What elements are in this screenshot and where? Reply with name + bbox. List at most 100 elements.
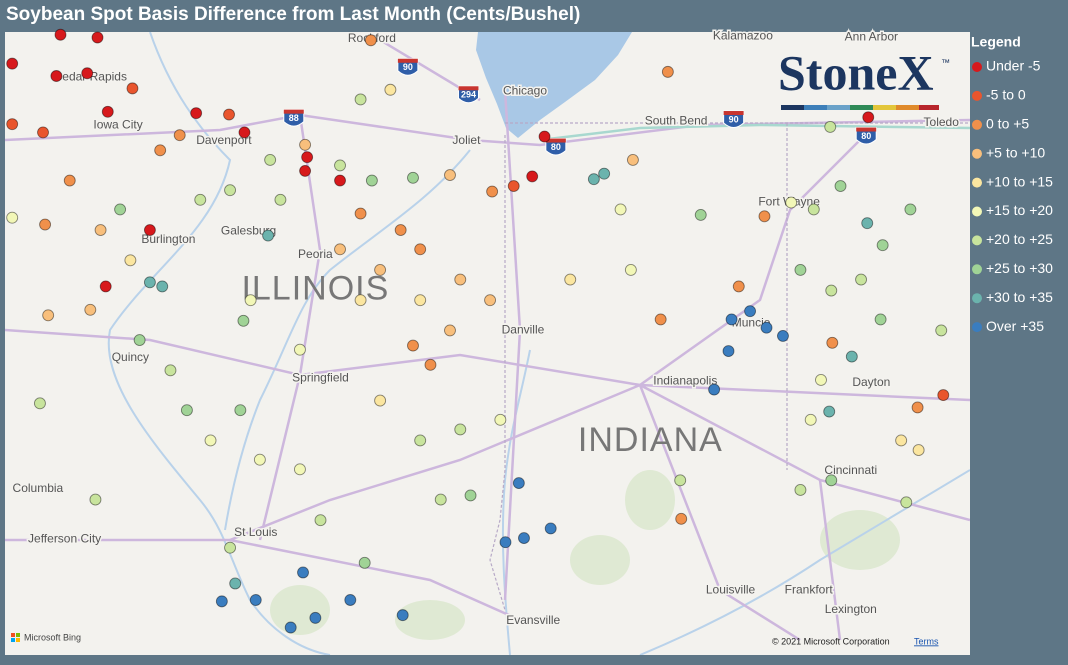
basis-point[interactable] xyxy=(63,174,76,187)
basis-point[interactable] xyxy=(124,254,137,267)
basis-point[interactable] xyxy=(624,263,637,276)
legend-label[interactable]: +15 to +20 xyxy=(986,202,1053,218)
basis-point[interactable] xyxy=(89,493,102,506)
basis-point[interactable] xyxy=(444,324,456,337)
basis-point[interactable] xyxy=(900,496,913,509)
basis-point[interactable] xyxy=(101,105,114,118)
legend-label[interactable]: +20 to +25 xyxy=(986,231,1053,247)
basis-point[interactable] xyxy=(6,211,19,224)
basis-point[interactable] xyxy=(804,413,817,426)
basis-point[interactable] xyxy=(143,224,156,236)
basis-point[interactable] xyxy=(834,180,847,192)
basis-point[interactable] xyxy=(374,394,387,407)
basis-point[interactable] xyxy=(744,305,757,318)
basis-point[interactable] xyxy=(912,444,925,457)
basis-point[interactable] xyxy=(94,224,107,236)
basis-point[interactable] xyxy=(143,276,156,289)
basis-point[interactable] xyxy=(414,294,427,307)
basis-point[interactable] xyxy=(354,207,367,220)
basis-point[interactable] xyxy=(334,243,346,256)
basis-point[interactable] xyxy=(358,556,371,569)
basis-point[interactable] xyxy=(486,185,499,198)
basis-point[interactable] xyxy=(229,577,242,590)
basis-point[interactable] xyxy=(807,203,820,216)
basis-point[interactable] xyxy=(284,621,297,634)
basis-point[interactable] xyxy=(512,477,525,490)
basis-point[interactable] xyxy=(876,239,889,252)
basis-point[interactable] xyxy=(424,358,437,371)
basis-point[interactable] xyxy=(238,126,251,139)
basis-point[interactable] xyxy=(484,294,497,307)
basis-point[interactable] xyxy=(215,595,228,608)
basis-point[interactable] xyxy=(50,70,63,82)
basis-point[interactable] xyxy=(374,263,387,276)
legend-label[interactable]: Under -5 xyxy=(986,58,1041,74)
basis-point[interactable] xyxy=(904,203,917,216)
basis-point[interactable] xyxy=(39,218,52,231)
basis-point[interactable] xyxy=(544,522,557,535)
basis-point[interactable] xyxy=(244,294,257,307)
basis-point[interactable] xyxy=(694,208,707,221)
basis-point[interactable] xyxy=(190,107,203,120)
map[interactable] xyxy=(5,32,970,655)
basis-point[interactable] xyxy=(598,167,611,180)
basis-point[interactable] xyxy=(526,170,539,183)
basis-point[interactable] xyxy=(675,512,688,525)
basis-point[interactable] xyxy=(732,280,745,293)
basis-point[interactable] xyxy=(935,324,948,337)
basis-point[interactable] xyxy=(164,364,177,377)
basis-point[interactable] xyxy=(42,309,55,322)
basis-point[interactable] xyxy=(895,434,908,447)
basis-point[interactable] xyxy=(414,243,427,256)
basis-point[interactable] xyxy=(6,57,19,70)
basis-point[interactable] xyxy=(794,263,807,276)
basis-point[interactable] xyxy=(862,111,875,124)
basis-point[interactable] xyxy=(454,273,467,286)
basis-point[interactable] xyxy=(396,609,409,622)
basis-point[interactable] xyxy=(587,173,600,186)
legend-label[interactable]: +10 to +15 xyxy=(986,173,1053,189)
basis-point[interactable] xyxy=(407,339,419,352)
basis-point[interactable] xyxy=(823,405,836,418)
basis-point[interactable] xyxy=(365,174,378,187)
basis-point[interactable] xyxy=(253,453,266,466)
basis-point[interactable] xyxy=(845,350,858,363)
basis-point[interactable] xyxy=(661,65,674,78)
basis-point[interactable] xyxy=(133,334,146,347)
basis-point[interactable] xyxy=(760,321,773,334)
basis-point[interactable] xyxy=(91,31,104,44)
basis-point[interactable] xyxy=(262,229,275,242)
basis-point[interactable] xyxy=(434,493,447,506)
basis-point[interactable] xyxy=(384,83,397,96)
basis-point[interactable] xyxy=(855,273,868,286)
basis-point[interactable] xyxy=(626,153,639,166)
basis-point[interactable] xyxy=(54,28,67,41)
basis-point[interactable] xyxy=(297,566,309,579)
basis-point[interactable] xyxy=(84,303,97,316)
basis-point[interactable] xyxy=(654,313,667,326)
basis-point[interactable] xyxy=(499,536,512,549)
basis-point[interactable] xyxy=(614,203,627,216)
basis-point[interactable] xyxy=(334,174,346,187)
basis-point[interactable] xyxy=(274,193,287,206)
basis-point[interactable] xyxy=(224,541,237,554)
basis-point[interactable] xyxy=(299,164,312,177)
basis-point[interactable] xyxy=(354,294,367,307)
basis-point[interactable] xyxy=(464,489,477,502)
basis-point[interactable] xyxy=(293,343,306,356)
basis-point[interactable] xyxy=(154,144,167,157)
basis-point[interactable] xyxy=(815,373,827,386)
basis-point[interactable] xyxy=(758,210,771,223)
basis-point[interactable] xyxy=(173,129,186,142)
basis-point[interactable] xyxy=(454,423,467,436)
basis-point[interactable] xyxy=(825,474,838,487)
basis-point[interactable] xyxy=(237,314,250,327)
basis-point[interactable] xyxy=(37,126,49,139)
basis-point[interactable] xyxy=(538,130,551,143)
basis-point[interactable] xyxy=(824,120,837,133)
basis-point[interactable] xyxy=(81,67,94,80)
basis-point[interactable] xyxy=(794,484,807,496)
basis-point[interactable] xyxy=(114,203,127,216)
basis-point[interactable] xyxy=(494,413,507,426)
terms-link[interactable]: Terms xyxy=(914,636,939,646)
